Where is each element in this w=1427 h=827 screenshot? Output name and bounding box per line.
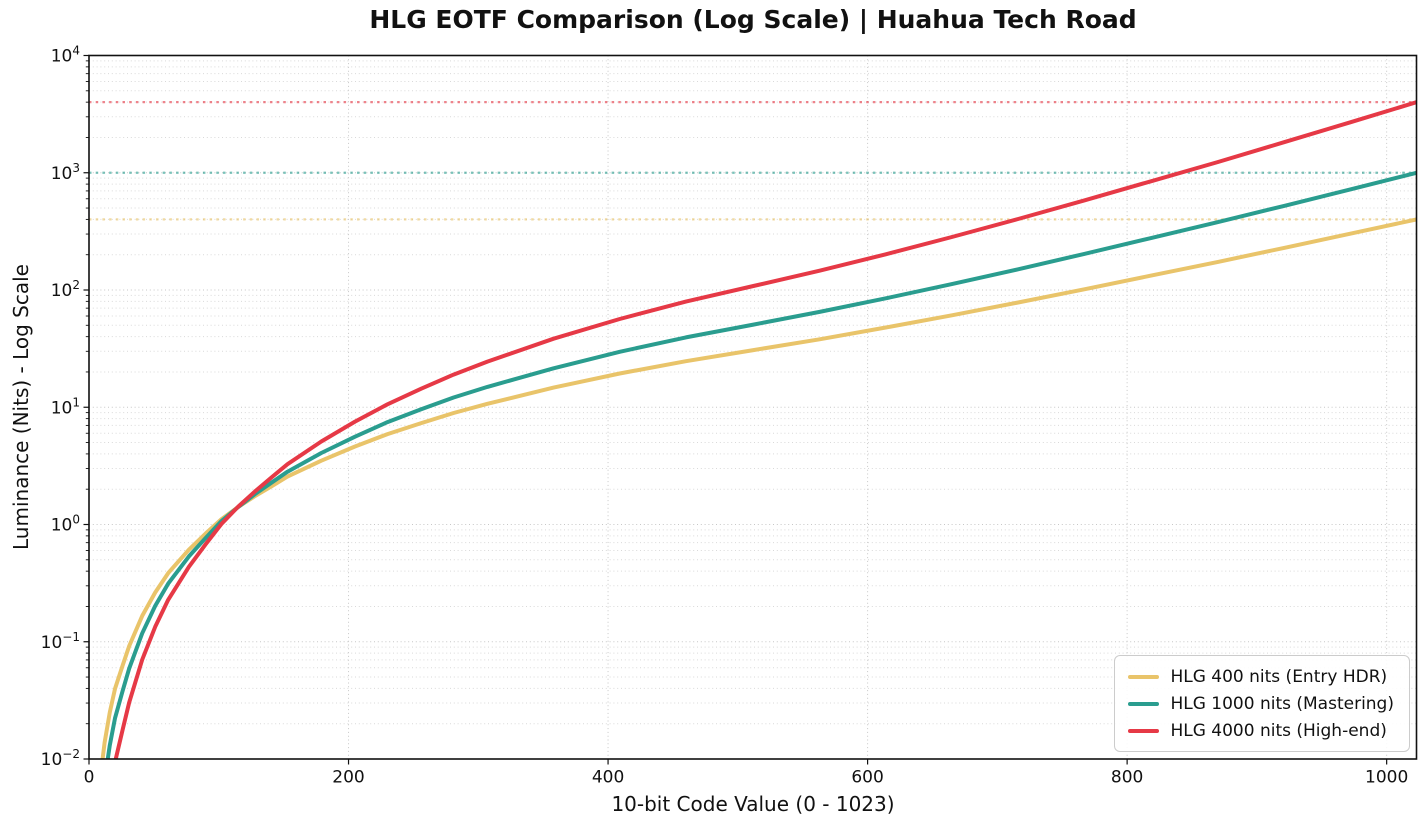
legend-label: HLG 4000 nits (High-end) — [1170, 720, 1387, 741]
x-tick-label: 800 — [1111, 768, 1143, 788]
series-line-hlg-1000-nits-mastering — [105, 170, 1417, 759]
y-tick-label: 10−1 — [41, 630, 80, 653]
legend-item: HLG 4000 nits (High-end) — [1128, 718, 1394, 743]
x-tick-label: 200 — [332, 768, 364, 788]
legend-swatch-hlg-4000-nits — [1128, 728, 1160, 733]
x-axis-label: 10-bit Code Value (0 - 1023) — [611, 792, 895, 816]
reference-lines — [89, 101, 1417, 221]
x-tick-label: 400 — [592, 768, 624, 788]
y-tick-label: 103 — [51, 161, 80, 184]
legend-label: HLG 1000 nits (Mastering) — [1170, 693, 1394, 714]
legend: HLG 400 nits (Entry HDR) HLG 1000 nits (… — [1114, 655, 1410, 752]
y-axis-label: Luminance (Nits) - Log Scale — [9, 264, 33, 550]
y-tick-label: 10−2 — [41, 747, 80, 770]
series-curves — [100, 100, 1417, 759]
legend-swatch-hlg-400-nits — [1128, 674, 1160, 679]
legend-swatch-hlg-1000-nits — [1128, 701, 1160, 706]
series-line-hlg-4000-nits-high-end — [113, 100, 1417, 759]
x-tick-label: 0 — [84, 768, 95, 788]
series-line-hlg-400-nits-entry-hdr — [100, 217, 1417, 759]
legend-item: HLG 400 nits (Entry HDR) — [1128, 664, 1394, 689]
legend-label: HLG 400 nits (Entry HDR) — [1170, 666, 1388, 687]
y-tick-label: 101 — [51, 395, 80, 418]
y-tick-label: 104 — [51, 44, 80, 67]
legend-item: HLG 1000 nits (Mastering) — [1128, 691, 1394, 716]
chart-title: HLG EOTF Comparison (Log Scale) | Huahua… — [369, 5, 1137, 34]
axis-ticks: 0 200 400 600 800 1000 10−2 10−1 100 101 102 103 104 — [41, 44, 1409, 788]
y-tick-label: 102 — [51, 278, 80, 301]
y-tick-label: 100 — [51, 513, 80, 536]
x-tick-label: 1000 — [1365, 768, 1408, 788]
x-tick-label: 600 — [851, 768, 883, 788]
